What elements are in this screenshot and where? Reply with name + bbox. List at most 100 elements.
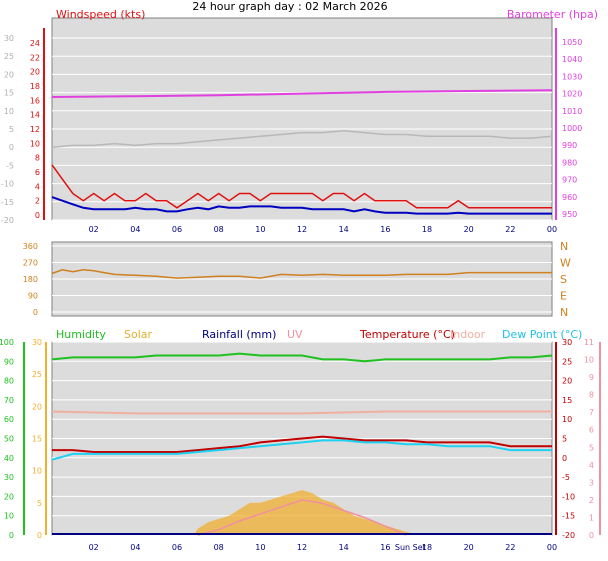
axis-tick-label: 1000 xyxy=(562,124,582,133)
axis-tick-label: 8 xyxy=(35,154,40,163)
axis-tick-label: 360 xyxy=(23,242,38,251)
x-tick-label: 14 xyxy=(339,225,349,234)
legend-dewpoint: Dew Point (°C) xyxy=(502,328,582,341)
axis-tick-label: 14 xyxy=(30,111,40,120)
wind-baro-plot-area xyxy=(51,17,553,221)
axis-tick-label: 990 xyxy=(562,141,577,150)
x-tick-label: 22 xyxy=(505,543,515,552)
compass-label: N xyxy=(560,240,568,253)
axis-tick-label: 18 xyxy=(30,82,40,91)
axis-tick-label: 5 xyxy=(37,499,42,508)
axis-tick-label: 30 xyxy=(32,338,42,347)
legend-humidity: Humidity xyxy=(56,328,106,341)
axis-tick-label: 20 xyxy=(4,70,14,79)
axis-tick-label: 12 xyxy=(30,125,40,134)
axis-tick-label: 10 xyxy=(4,107,14,116)
humidity-series xyxy=(51,352,553,363)
axis-tick-label: 24 xyxy=(30,39,40,48)
compass-label: W xyxy=(560,257,571,270)
x-tick-label: 18 xyxy=(422,225,432,234)
axis-tick-label: -20 xyxy=(1,216,14,225)
axis-tick-label: 950 xyxy=(562,210,577,219)
chart-title: 24 hour graph day : 02 March 2026 xyxy=(192,0,387,13)
wind-average-series xyxy=(51,196,552,215)
wind-gust-series xyxy=(51,164,552,209)
axis-tick-label: 40 xyxy=(4,454,14,463)
barometer-axis-label: Barometer (hpa) xyxy=(507,8,598,21)
x-tick-label: 16 xyxy=(380,225,390,234)
axis-tick-label: 50 xyxy=(4,435,14,444)
x-tick-label: 04 xyxy=(130,225,140,234)
axis-tick-label: 100 xyxy=(0,338,14,347)
axis-tick-label: 30 xyxy=(4,34,14,43)
axis-tick-label: 2 xyxy=(35,197,40,206)
axis-tick-label: 5 xyxy=(589,443,594,452)
axis-tick-label: -10 xyxy=(562,492,575,501)
solar-series xyxy=(193,490,417,535)
axis-tick-label: 10 xyxy=(562,415,572,424)
legend-temperature: Temperature (°C) xyxy=(359,328,455,341)
x-tick-label: 02 xyxy=(89,225,99,234)
axis-tick-label: 60 xyxy=(4,415,14,424)
axis-tick-label: 8 xyxy=(589,391,594,400)
axis-tick-label: 1020 xyxy=(562,90,582,99)
axis-tick-label: 4 xyxy=(35,182,40,191)
x-tick-label: 12 xyxy=(297,543,307,552)
axis-tick-label: 3 xyxy=(589,478,594,487)
axis-tick-label: 22 xyxy=(30,53,40,62)
axis-tick-label: 10 xyxy=(4,512,14,521)
axis-tick-label: 20 xyxy=(32,402,42,411)
x-tick-label: 00 xyxy=(547,225,557,234)
x-tick-label: 00 xyxy=(547,543,557,552)
x-tick-label: 02 xyxy=(89,543,99,552)
axis-tick-label: 9 xyxy=(589,373,594,382)
axis-tick-label: 1040 xyxy=(562,55,582,64)
barometer-series xyxy=(51,89,553,98)
x-tick-label: 16 xyxy=(380,543,390,552)
axis-tick-label: 270 xyxy=(23,259,38,268)
legend-indoor: Indoor xyxy=(450,328,486,341)
x-tick-label: 12 xyxy=(297,225,307,234)
compass-label: S xyxy=(560,273,567,286)
axis-tick-label: 0 xyxy=(33,308,38,317)
x-tick-label: 04 xyxy=(130,543,140,552)
axis-tick-label: 30 xyxy=(562,338,572,347)
axis-tick-label: 0 xyxy=(562,454,567,463)
dewpoint-series xyxy=(51,439,552,461)
axis-tick-label: 5 xyxy=(562,435,567,444)
axis-tick-label: 1 xyxy=(589,513,594,522)
x-tick-label: 18 xyxy=(422,543,432,552)
axis-tick-label: 20 xyxy=(562,377,572,386)
axis-tick-label: 15 xyxy=(562,396,572,405)
axis-tick-label: 0 xyxy=(589,531,594,540)
axis-tick-label: -20 xyxy=(562,531,575,540)
axis-tick-label: 180 xyxy=(23,275,38,284)
axis-tick-label: 25 xyxy=(562,357,572,366)
x-tick-label: 06 xyxy=(172,543,182,552)
axis-tick-label: 30 xyxy=(4,473,14,482)
legend-uv: UV xyxy=(287,328,303,341)
x-tick-label: 20 xyxy=(464,543,474,552)
x-tick-label: 22 xyxy=(505,225,515,234)
x-tick-label: 10 xyxy=(255,543,265,552)
temperature-series xyxy=(52,435,552,453)
axis-tick-label: 1050 xyxy=(562,38,582,47)
legend-solar: Solar xyxy=(124,328,153,341)
axis-tick-label: 80 xyxy=(4,377,14,386)
axis-tick-label: -15 xyxy=(1,198,14,207)
axis-tick-label: 1010 xyxy=(562,107,582,116)
axis-tick-label: 90 xyxy=(4,357,14,366)
axis-tick-label: 10 xyxy=(32,467,42,476)
compass-label: N xyxy=(560,306,568,319)
compass-label: E xyxy=(560,290,567,303)
axis-tick-label: 25 xyxy=(32,370,42,379)
sunset-label: Sun Set xyxy=(395,543,426,552)
axis-tick-label: 15 xyxy=(4,89,14,98)
axis-tick-label: 4 xyxy=(589,461,594,470)
axis-tick-label: 10 xyxy=(30,139,40,148)
x-tick-label: 06 xyxy=(172,225,182,234)
axis-tick-label: 15 xyxy=(32,435,42,444)
axis-tick-label: 980 xyxy=(562,158,577,167)
